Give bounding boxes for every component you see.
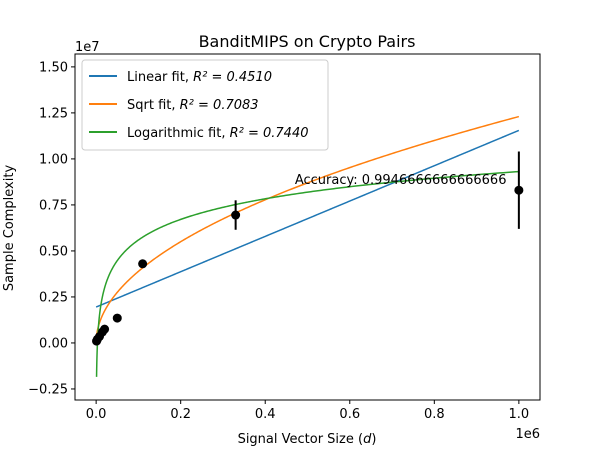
axes-frame — [74, 53, 541, 401]
chart-title: BanditMIPS on Crypto Pairs — [199, 32, 416, 51]
data-point-7 — [231, 210, 241, 220]
plot-area — [92, 115, 524, 377]
fit-line-linear — [95, 129, 520, 308]
legend-box — [81, 59, 329, 151]
y-tick-label-7: 1.50 — [39, 60, 68, 75]
fit-curves — [95, 115, 520, 377]
fit-line-log — [95, 170, 519, 377]
legend-label-r2-sqrt: R² = 0.7083 — [180, 98, 259, 113]
legend-label-main-linear: Linear fit, — [127, 70, 193, 85]
legend-label-linear: Linear fit, R² = 0.4510 — [127, 70, 272, 85]
y-tick-label-3: 0.50 — [39, 244, 68, 259]
y-tick-label-4: 0.75 — [39, 198, 68, 213]
y-axis-label: Sample Complexity — [2, 165, 17, 292]
x-axis-label: Signal Vector Size (d) — [238, 432, 377, 447]
data-points — [92, 151, 524, 346]
data-point-4 — [100, 324, 110, 334]
x-offset-label: 1e6 — [515, 427, 540, 442]
x-tick-label-2: 0.4 — [255, 407, 276, 422]
legend-label-main-sqrt: Sqrt fit, — [127, 98, 180, 113]
data-point-6 — [138, 259, 148, 269]
accuracy-annotation: Accuracy: 0.9946666666666666 — [295, 173, 507, 188]
axes: 0.0 0.2 0.4 0.6 0.8 1.0 −0.25 0.00 0.25 0.50 0.75 1… — [28, 53, 541, 422]
x-tick-label-4: 0.8 — [424, 407, 445, 422]
x-tick-label-1: 0.2 — [170, 407, 191, 422]
y-tick-label-5: 1.00 — [39, 152, 68, 167]
x-axis-label-close: ) — [371, 432, 376, 447]
legend-label-sqrt: Sqrt fit, R² = 0.7083 — [127, 98, 259, 113]
x-axis-label-main: Signal Vector Size ( — [238, 432, 364, 447]
y-tick-label-0: −0.25 — [28, 382, 68, 397]
legend-label-main-log: Logarithmic fit, — [127, 126, 230, 141]
y-offset-label: 1e7 — [75, 40, 100, 55]
legend-label-r2-log: R² = 0.7440 — [230, 126, 309, 141]
legend-label-log: Logarithmic fit, R² = 0.7440 — [127, 126, 308, 141]
data-point-5 — [112, 313, 122, 323]
x-tick-label-0: 0.0 — [86, 407, 107, 422]
legend: Linear fit, R² = 0.4510 Sqrt fit, R² = 0.… — [81, 59, 329, 151]
y-tick-label-6: 1.25 — [39, 106, 68, 121]
data-point-8 — [514, 185, 524, 195]
x-tick-label-5: 1.0 — [509, 407, 530, 422]
legend-label-r2-linear: R² = 0.4510 — [193, 70, 272, 85]
y-tick-label-2: 0.25 — [39, 290, 68, 305]
y-tick-label-1: 0.00 — [39, 336, 68, 351]
x-tick-label-3: 0.6 — [339, 407, 360, 422]
x-axis-label-variable: d — [363, 432, 372, 447]
